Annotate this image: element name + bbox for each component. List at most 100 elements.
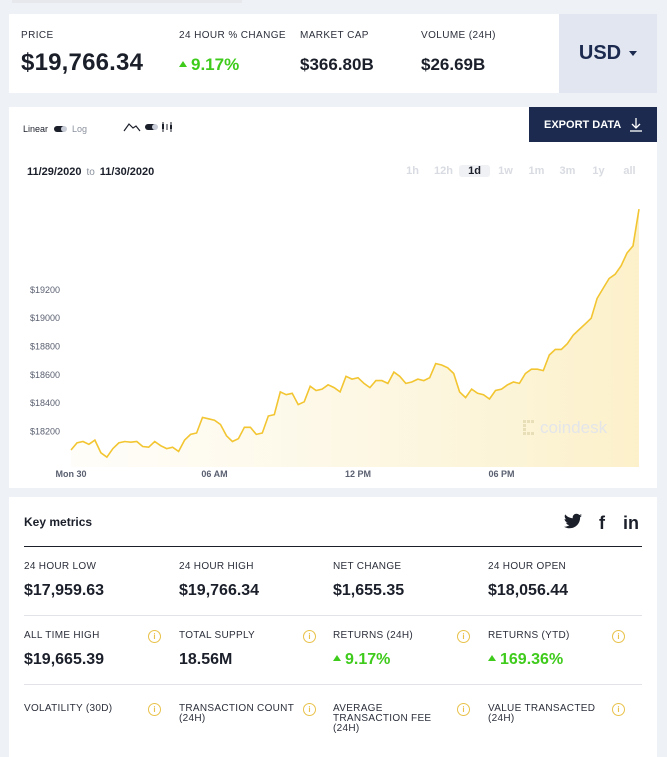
metric-value: $19,665.39 — [24, 651, 105, 668]
scale-toggle[interactable]: Linear Log — [23, 124, 87, 134]
date-range[interactable]: 11/29/2020 to 11/30/2020 — [27, 166, 154, 178]
x-tick-label: 12 PM — [345, 469, 371, 479]
price-value: $19,766.34 — [21, 49, 144, 76]
range-1d[interactable]: 1d — [459, 165, 490, 177]
market-cap-label: MARKET CAP — [300, 30, 369, 41]
volume-stat: VOLUME (24H) $26.69B — [421, 30, 496, 75]
range-1h[interactable]: 1h — [406, 165, 419, 177]
coindesk-watermark: coindesk — [523, 418, 608, 437]
scale-log-label: Log — [72, 124, 88, 134]
info-icon[interactable]: i — [457, 703, 470, 716]
linkedin-icon[interactable]: in — [623, 513, 639, 533]
info-icon[interactable]: i — [148, 630, 161, 643]
y-tick-label: $19000 — [30, 313, 60, 323]
up-arrow-icon — [179, 61, 187, 68]
metric-cell: AVERAGE TRANSACTION FEE (24H) — [333, 704, 453, 744]
range-3m[interactable]: 3m — [559, 165, 576, 177]
range-selector: 1h 12h 1d 1w 1m 3m 1y all — [397, 165, 645, 177]
metric-cell: ALL TIME HIGH $19,665.39 — [24, 631, 164, 669]
currency-dropdown[interactable]: USD — [559, 14, 657, 93]
metric-cell: RETURNS (24H) 9.17% — [333, 631, 473, 669]
change-value: 9.17% — [179, 55, 286, 75]
scale-linear-label: Linear — [23, 124, 49, 134]
x-tick-label: Mon 30 — [55, 469, 86, 479]
metric-label: VOLATILITY (30D) — [24, 703, 113, 714]
market-cap-value: $366.80B — [300, 55, 374, 74]
metric-label: 24 HOUR OPEN — [488, 561, 567, 572]
range-12h[interactable]: 12h — [434, 165, 453, 177]
scrolled-content-remnant — [12, 0, 242, 3]
x-tick-label: 06 PM — [488, 469, 514, 479]
volume-label: VOLUME (24H) — [421, 30, 496, 41]
info-icon[interactable]: i — [303, 630, 316, 643]
metrics-row-divider — [24, 684, 642, 685]
metric-cell: TOTAL SUPPLY 18.56M — [179, 631, 319, 669]
metric-label: RETURNS (YTD) — [488, 630, 570, 641]
metric-label: TOTAL SUPPLY — [179, 630, 256, 641]
price-chart-card: $18200 $18400 $18600 $18800 $19000 $19200 Mon… — [9, 107, 657, 488]
metric-cell: NET CHANGE $1,655.35 — [333, 562, 473, 600]
scale-switch[interactable] — [54, 126, 68, 132]
top-strip — [0, 0, 667, 8]
y-tick-label: $18200 — [30, 427, 60, 437]
metric-value: $19,766.34 — [179, 582, 260, 599]
metric-label: VALUE TRANSACTED (24H) — [488, 703, 596, 724]
metric-cell: TRANSACTION COUNT (24H) — [179, 704, 299, 734]
chart-type-toggle[interactable] — [123, 121, 173, 133]
chart-type-switch[interactable] — [145, 124, 158, 130]
metric-label: AVERAGE TRANSACTION FEE (24H) — [333, 703, 432, 734]
info-icon[interactable]: i — [457, 630, 470, 643]
price-line — [70, 208, 640, 459]
export-data-button[interactable]: EXPORT DATA — [529, 107, 657, 142]
market-cap-stat: MARKET CAP $366.80B — [300, 30, 374, 75]
metrics-row-divider — [24, 615, 642, 616]
info-icon[interactable]: i — [612, 630, 625, 643]
date-from[interactable]: 11/29/2020 — [27, 166, 82, 178]
change-stat: 24 HOUR % CHANGE 9.17% — [179, 30, 286, 75]
range-1m[interactable]: 1m — [528, 165, 545, 177]
date-to[interactable]: 11/30/2020 — [99, 166, 155, 178]
info-icon[interactable]: i — [303, 703, 316, 716]
price-label: PRICE — [21, 30, 54, 41]
info-icon[interactable]: i — [148, 703, 161, 716]
twitter-icon[interactable] — [564, 513, 583, 529]
key-metrics-card: Key metrics f in 24 HOUR LOW $17,959.63 24… — [9, 497, 657, 757]
range-1w[interactable]: 1w — [498, 165, 513, 177]
x-tick-label: 06 AM — [201, 469, 227, 479]
metric-value: 169.36% — [488, 651, 628, 669]
metric-label: 24 HOUR HIGH — [179, 561, 254, 572]
metric-value: 18.56M — [179, 651, 233, 668]
metric-cell: 24 HOUR OPEN $18,056.44 — [488, 562, 628, 600]
metric-label: 24 HOUR LOW — [24, 561, 97, 572]
facebook-icon[interactable]: f — [599, 513, 605, 533]
y-tick-label: $18400 — [30, 398, 60, 408]
metric-label: NET CHANGE — [333, 561, 402, 572]
metrics-divider — [24, 546, 642, 547]
y-tick-label: $18800 — [30, 342, 60, 352]
up-arrow-icon — [333, 655, 341, 662]
range-all[interactable]: all — [623, 165, 636, 177]
metric-cell: RETURNS (YTD) 169.36% — [488, 631, 628, 669]
download-icon — [630, 118, 642, 132]
line-chart-icon[interactable] — [123, 121, 141, 133]
metric-cell: 24 HOUR LOW $17,959.63 — [24, 562, 164, 600]
change-label: 24 HOUR % CHANGE — [179, 30, 286, 41]
price-header: PRICE $19,766.34 24 HOUR % CHANGE 9.17% … — [9, 14, 559, 93]
key-metrics-title: Key metrics — [24, 515, 93, 529]
range-1y[interactable]: 1y — [592, 165, 605, 177]
currency-symbol: $ — [21, 49, 35, 76]
info-icon[interactable]: i — [612, 703, 625, 716]
metric-value: $18,056.44 — [488, 582, 569, 599]
price-area-fill — [71, 209, 639, 467]
price-chart[interactable]: $18200 $18400 $18600 $18800 $19000 $19200 Mon… — [9, 107, 657, 488]
y-tick-label: $18600 — [30, 370, 60, 380]
caret-down-icon — [629, 51, 638, 56]
up-arrow-icon — [488, 655, 496, 662]
metric-cell: 24 HOUR HIGH $19,766.34 — [179, 562, 319, 600]
metric-value: $17,959.63 — [24, 582, 105, 599]
candlestick-icon[interactable] — [161, 121, 173, 133]
metric-label: RETURNS (24H) — [333, 630, 414, 641]
volume-value: $26.69B — [421, 55, 486, 74]
metric-cell: VOLATILITY (30D) — [24, 704, 144, 724]
date-to-word: to — [86, 167, 95, 178]
